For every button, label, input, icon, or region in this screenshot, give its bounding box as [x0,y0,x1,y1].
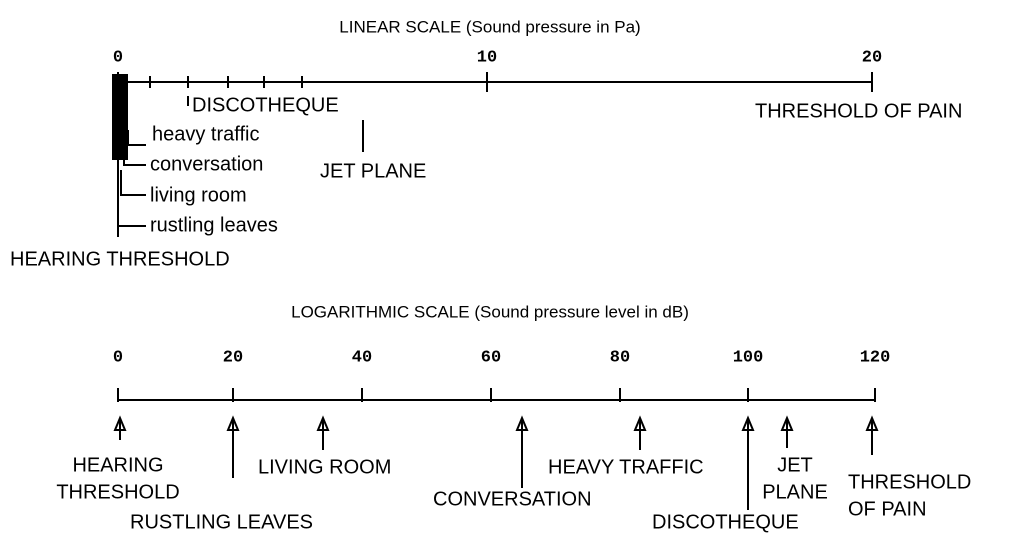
tick-label: 20 [223,348,243,367]
tick-label: 60 [481,348,501,367]
label: rustling leaves [150,214,278,236]
log-title: LOGARITHMIC SCALE (Sound pressure level … [291,302,689,321]
arrow-head [113,415,127,431]
tick-label: 40 [352,348,372,367]
arrow-head [741,415,755,431]
label: OF PAIN [848,498,927,520]
arrow-head [865,415,879,431]
tick-label: 0 [113,348,123,367]
label: RUSTLING LEAVES [130,511,313,533]
label: CONVERSATION [433,488,592,510]
label: HEARING [72,454,163,476]
label: conversation [150,153,263,175]
tick-label: 120 [860,348,891,367]
tick-label: 10 [477,48,497,67]
tick-label: 0 [113,48,123,67]
arrow-head [780,415,794,431]
tick-label: 80 [610,348,630,367]
label: THRESHOLD OF PAIN [755,100,962,122]
label: JET PLANE [320,160,426,182]
label: heavy traffic [152,123,259,145]
arrow-head [316,415,330,431]
arrow-head [226,415,240,431]
label: PLANE [762,481,828,503]
tick-label: 20 [862,48,882,67]
label: HEAVY TRAFFIC [548,456,704,478]
leaders [117,130,146,227]
dense-band [112,74,128,160]
arrow-head [515,415,529,431]
tick-label: 100 [733,348,764,367]
label: living room [150,184,247,206]
label: HEARING THRESHOLD [10,248,230,270]
linear-title: LINEAR SCALE (Sound pressure in Pa) [339,17,640,36]
label: THRESHOLD [56,481,179,503]
label: LIVING ROOM [258,456,391,478]
arrow-head [633,415,647,431]
label: DISCOTHEQUE [652,511,799,533]
label: THRESHOLD [848,471,971,493]
label: DISCOTHEQUE [192,94,339,116]
label: JET [777,454,813,476]
